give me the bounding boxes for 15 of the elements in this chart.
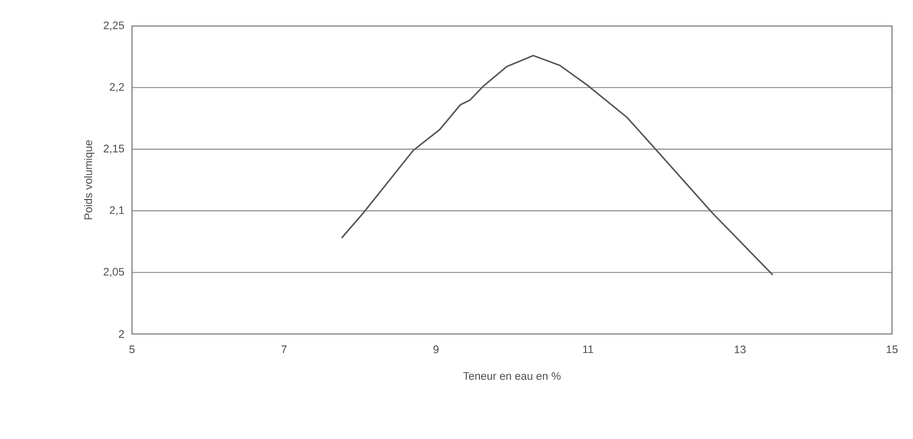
y-tick-label: 2,05 [104,268,124,277]
x-tick-label: 13 [734,346,746,354]
x-tick-label: 11 [583,346,594,354]
y-tick-label: 2,25 [104,21,124,31]
x-axis-title: Teneur en eau en % [463,372,561,380]
x-tick-label: 7 [282,346,286,354]
y-tick-label: 2,2 [110,83,124,92]
x-tick-label: 15 [886,346,898,354]
y-axis-title: Poids volumique [84,140,94,220]
line-series [341,54,774,276]
x-tick-label: 9 [433,346,439,354]
y-tick-label: 2,1 [110,206,124,216]
y-tick-label: 2 [118,330,124,338]
x-tick-label: 5 [129,346,135,354]
y-tick-label: 2,15 [104,144,124,154]
